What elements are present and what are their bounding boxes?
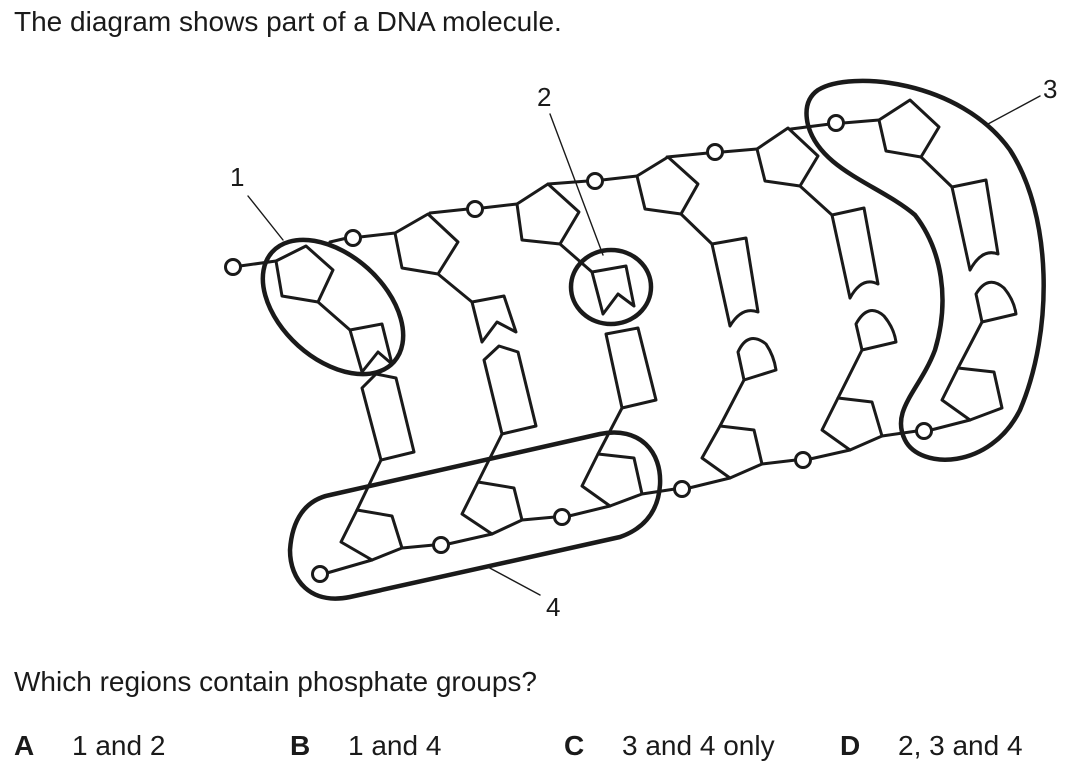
top-strand-sugars [274,98,941,304]
dna-diagram: 1 2 3 4 [224,74,1057,622]
sugar-pentagon [339,508,404,562]
sugar-pentagon [515,182,581,246]
phosphate-circle [827,114,845,132]
phosphate-circle [915,422,933,440]
bottom-strand-bases [360,280,1018,462]
base-rect [604,326,658,410]
phosphate-circle [311,565,329,583]
option-d[interactable]: D 2, 3 and 4 [840,728,1023,764]
base-cup [710,236,760,328]
sugar-pentagon [460,480,524,536]
base-point [482,344,538,436]
option-b[interactable]: B 1 and 4 [290,728,441,764]
phosphate-circle [344,229,362,247]
base-notch [348,322,394,374]
question-text: Which regions contain phosphate groups? [14,666,538,697]
region-label-2: 2 [537,82,551,112]
sugar-pentagon [393,212,460,276]
bottom-strand-stems [355,320,984,512]
sugar-pentagon [580,452,644,508]
option-b-text: 1 and 4 [348,730,442,761]
base-notch [470,294,518,344]
base-dome [736,337,778,382]
bottom-strand-sugars [339,366,1004,562]
option-a[interactable]: A 1 and 2 [14,728,165,764]
sugar-pentagon [635,155,700,216]
top-strand-phosphates [224,114,845,276]
sugar-pentagon [820,396,884,452]
base-cup [830,206,880,300]
region-4-outline [287,430,663,601]
region-label-3: 3 [1043,74,1057,104]
phosphate-circle [673,480,691,498]
base-dome [974,280,1018,324]
option-b-letter: B [290,730,311,761]
option-c[interactable]: C 3 and 4 only [564,728,775,764]
option-d-letter: D [840,730,861,761]
phosphate-circle [706,143,724,161]
option-a-text: 1 and 2 [72,730,166,761]
region-label-4: 4 [546,592,560,622]
leader-lines [247,95,1041,596]
sugar-pentagon [940,366,1004,422]
phosphate-circle [794,451,812,469]
region-label-1: 1 [230,162,244,192]
base-point [360,372,416,462]
bottom-strand-backbone [325,418,972,575]
phosphate-circle [586,172,604,190]
option-c-text: 3 and 4 only [622,730,775,761]
sugar-pentagon [755,126,820,188]
top-strand-stems [316,155,954,332]
phosphate-circle [466,200,484,218]
option-c-letter: C [564,730,585,761]
phosphate-circle [224,258,242,276]
sugar-pentagon [700,424,764,480]
intro-text: The diagram shows part of a DNA molecule… [14,6,562,37]
region-label-texts: 1 2 3 4 [230,74,1057,622]
base-dome [854,309,898,352]
sugar-pentagon [877,98,941,159]
base-notch [590,264,636,316]
phosphate-circle [432,536,450,554]
phosphate-circle [553,508,571,526]
option-d-text: 2, 3 and 4 [898,730,1023,761]
region-2-outline [568,247,654,327]
region-1-outline [260,237,406,377]
bottom-strand-phosphates [311,422,933,583]
region-outlines [260,78,1046,601]
base-cup [950,178,1000,272]
sugar-pentagon [274,244,335,304]
region-3-outline [804,78,1046,462]
option-a-letter: A [14,730,35,761]
top-strand-bases [348,178,1000,374]
